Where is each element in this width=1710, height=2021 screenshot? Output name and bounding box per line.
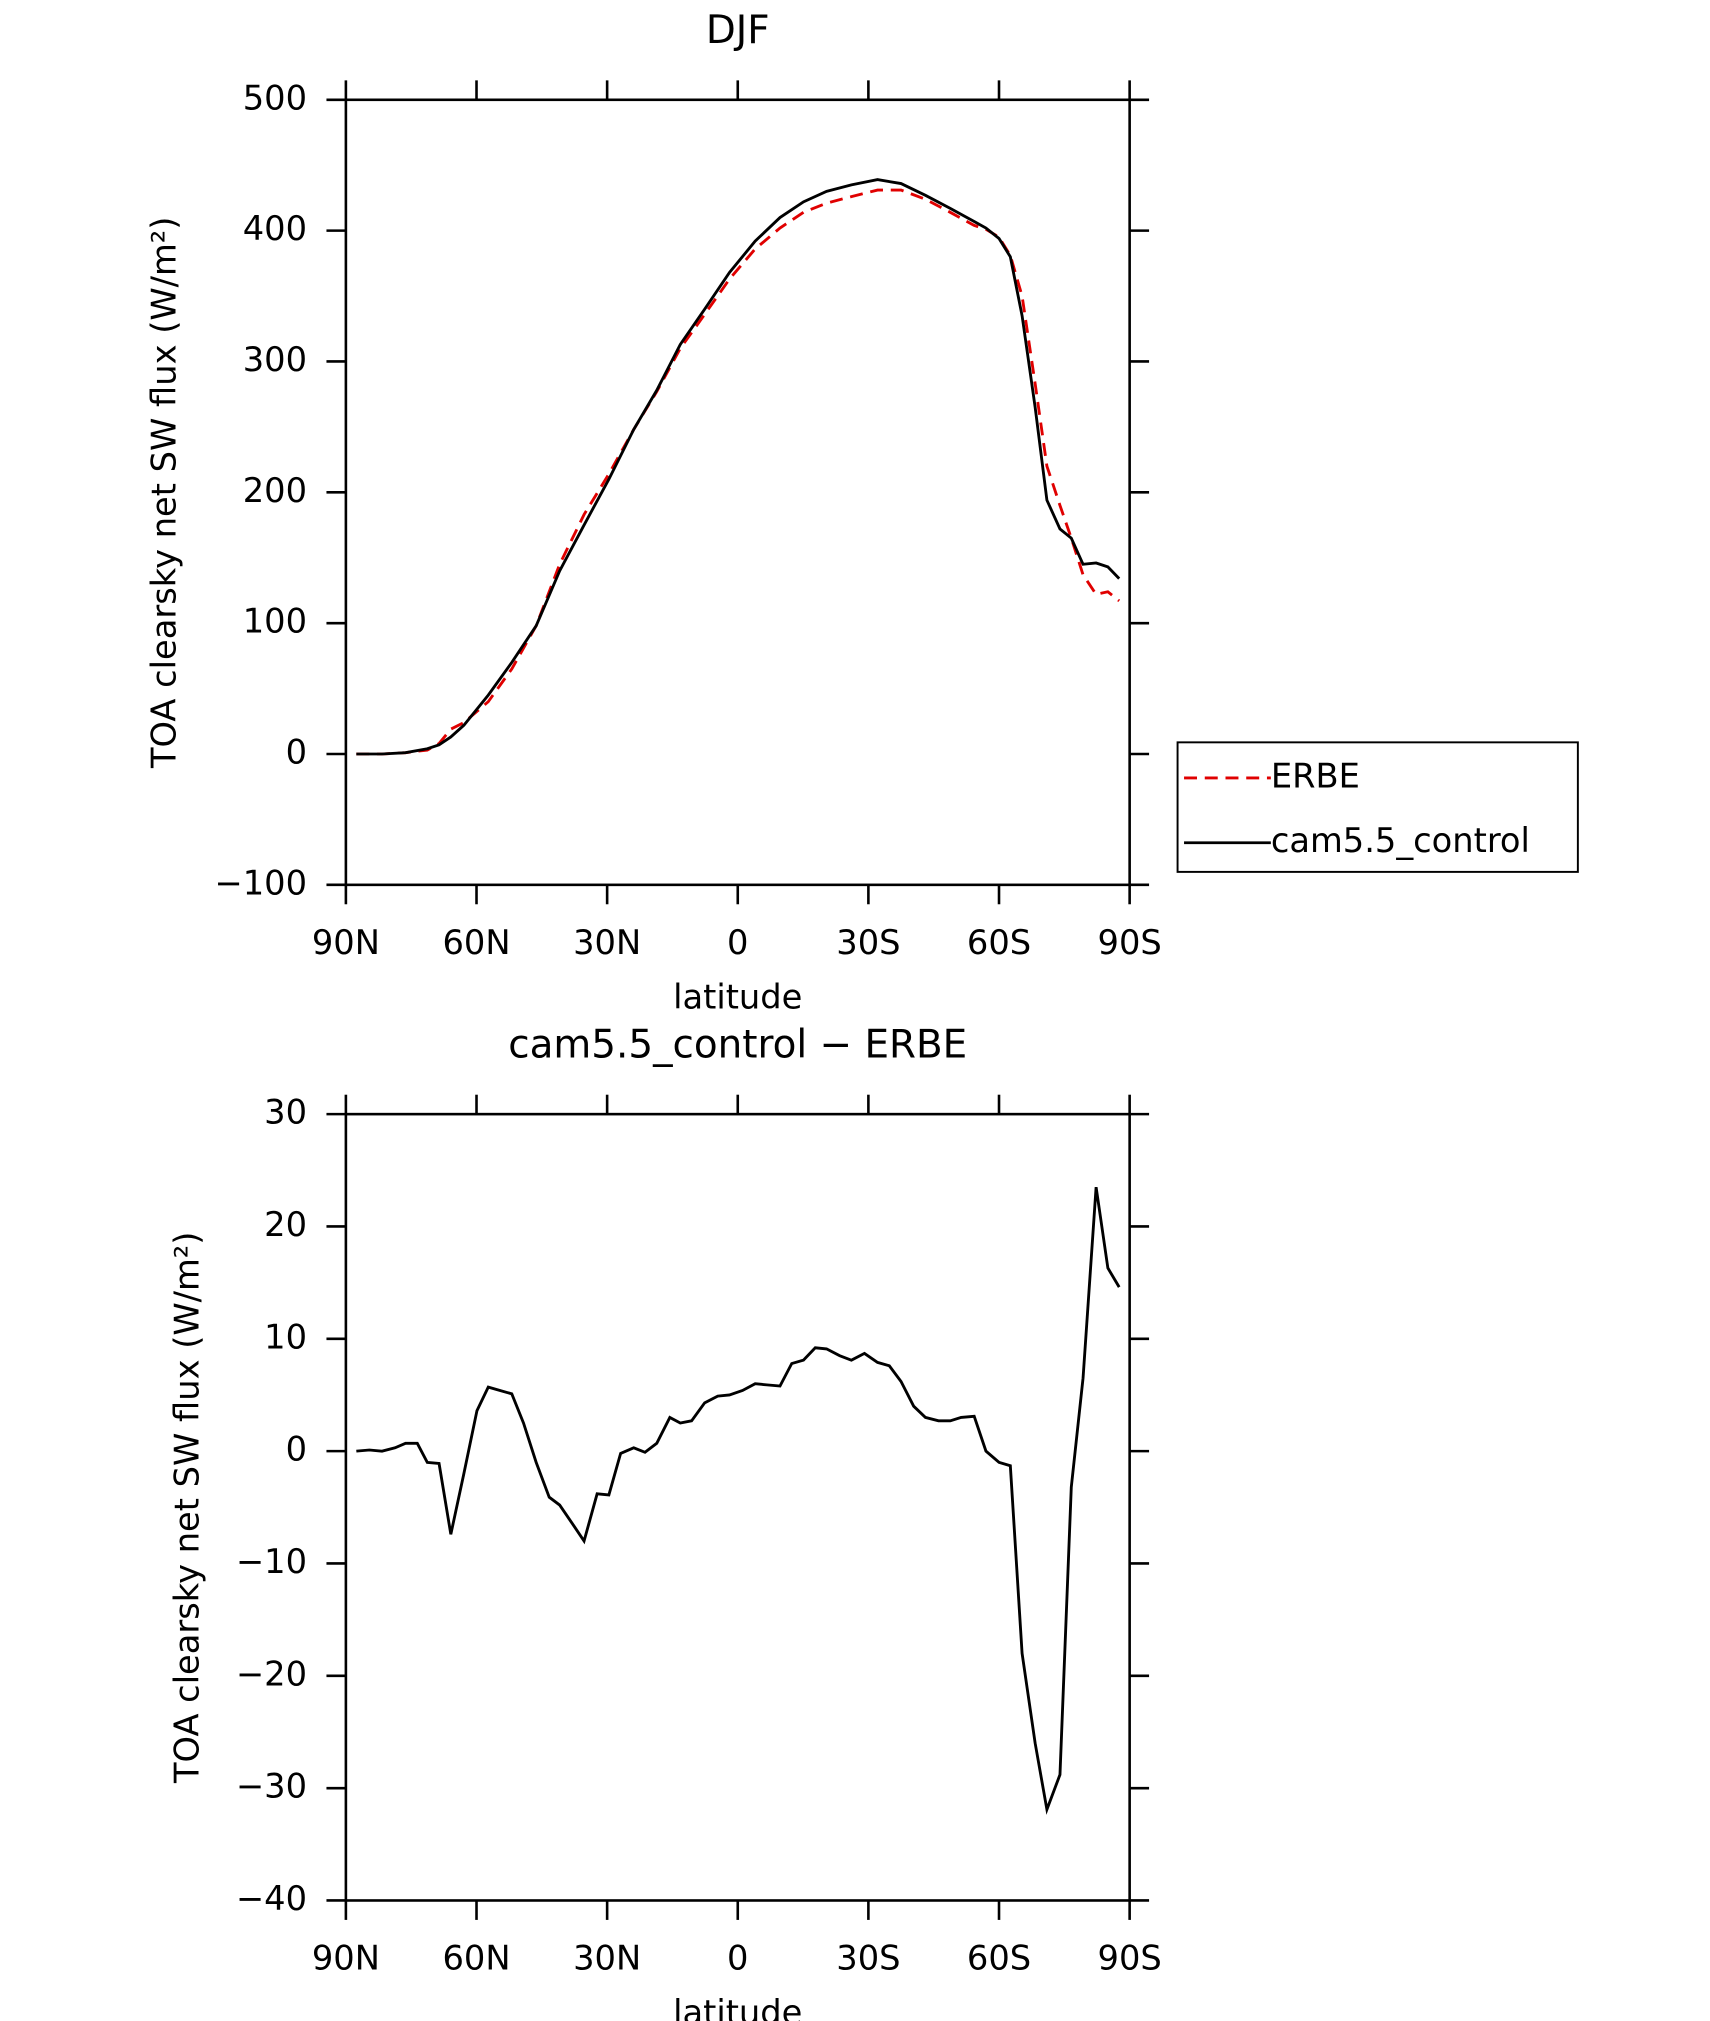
y-tick-label: 30 — [264, 1093, 307, 1132]
x-tick-label: 90N — [312, 1939, 380, 1978]
x-tick-label: 90S — [1098, 1939, 1162, 1978]
chart-title: DJF — [706, 8, 770, 53]
x-tick-label: 0 — [727, 923, 748, 962]
y-tick-label: 10 — [264, 1317, 307, 1356]
y-tick-label: −20 — [236, 1654, 307, 1693]
y-tick-label: 500 — [243, 78, 307, 117]
legend-box — [1176, 741, 1579, 873]
y-tick-label: 0 — [286, 1430, 307, 1469]
x-tick-label: 60S — [967, 923, 1031, 962]
y-tick-label: −10 — [236, 1542, 307, 1581]
x-tick-label: 60N — [442, 1939, 510, 1978]
x-tick-label: 60N — [442, 923, 510, 962]
data-line — [356, 188, 1121, 756]
y-tick-label: 200 — [243, 471, 307, 510]
y-tick-label: 400 — [243, 209, 307, 248]
x-axis-label: latitude — [673, 977, 802, 1016]
y-tick-label: 300 — [243, 340, 307, 379]
data-line — [356, 178, 1121, 756]
data-line — [356, 1186, 1121, 1815]
x-tick-label: 60S — [967, 1939, 1031, 1978]
y-tick-label: 0 — [286, 733, 307, 772]
chart-title: cam5.5_control − ERBE — [508, 1022, 967, 1067]
y-tick-label: 100 — [243, 602, 307, 641]
x-tick-label: 30N — [573, 923, 641, 962]
x-tick-label: 0 — [727, 1939, 748, 1978]
y-axis-label: TOA clearsky net SW flux (W/m²) — [168, 1232, 207, 1784]
y-tick-label: −40 — [236, 1879, 307, 1918]
y-tick-label: 20 — [264, 1205, 307, 1244]
y-tick-label: −100 — [215, 863, 307, 902]
y-tick-label: −30 — [236, 1767, 307, 1806]
legend-label: ERBE — [1271, 756, 1360, 795]
x-tick-label: 30S — [836, 923, 900, 962]
plot-frame — [344, 98, 1131, 887]
legend-label: cam5.5_control — [1271, 821, 1530, 860]
x-tick-label: 30S — [836, 1939, 900, 1978]
x-tick-label: 30N — [573, 1939, 641, 1978]
y-axis-label: TOA clearsky net SW flux (W/m²) — [144, 217, 183, 769]
x-tick-label: 90S — [1098, 923, 1162, 962]
x-tick-label: 90N — [312, 923, 380, 962]
x-axis-label: latitude — [673, 1993, 802, 2021]
